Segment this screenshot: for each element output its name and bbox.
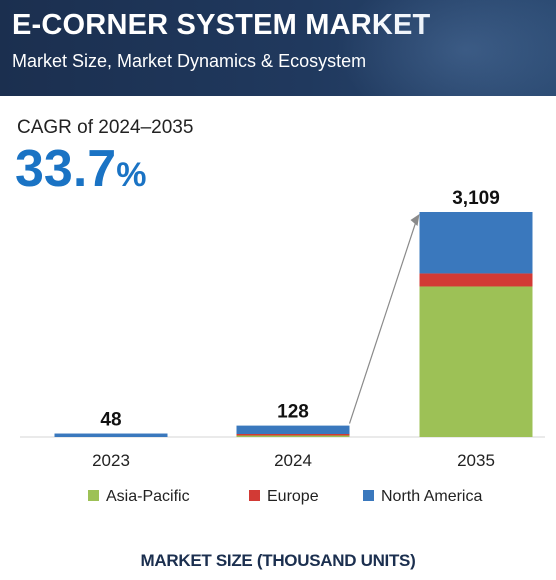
bar-segment-2023-2 — [54, 433, 168, 437]
cagr-value: 33.7% — [15, 139, 146, 205]
x-tick-label-2024: 2024 — [274, 451, 312, 470]
chart-legend: Asia-Pacific Europe North America — [0, 488, 556, 512]
bar-segment-2035-0 — [419, 286, 533, 437]
bar-segment-2024-1 — [236, 434, 350, 436]
market-size-chart: 48 2023 128 2024 3,109 2035 — [20, 188, 545, 470]
x-tick-label-2035: 2035 — [457, 451, 495, 470]
legend-swatch — [88, 490, 99, 501]
legend-item-asia-pacific: Asia-Pacific — [88, 488, 190, 506]
total-label-2024: 128 — [277, 402, 309, 423]
legend-item-europe: Europe — [249, 488, 319, 506]
legend-swatch — [363, 490, 374, 501]
growth-arrow-line — [348, 219, 418, 424]
legend-item-north-america: North America — [363, 488, 482, 506]
total-label-2035: 3,109 — [452, 188, 500, 209]
chart-caption: MARKET SIZE (THOUSAND UNITS) — [140, 551, 416, 570]
cagr-label: CAGR of 2024–2035 — [17, 117, 194, 138]
header-banner: E-CORNER SYSTEM MARKET Market Size, Mark… — [0, 0, 556, 96]
growth-arrow-head — [410, 214, 420, 226]
bar-segment-2035-1 — [419, 273, 533, 287]
page-title: E-CORNER SYSTEM MARKET — [12, 9, 431, 41]
bar-segment-2035-2 — [419, 212, 533, 274]
x-tick-label-2023: 2023 — [92, 451, 130, 470]
legend-label: Europe — [267, 488, 319, 505]
total-label-2023: 48 — [100, 410, 121, 431]
legend-swatch — [249, 490, 260, 501]
legend-label: Asia-Pacific — [106, 488, 190, 505]
cagr-unit: % — [116, 156, 147, 194]
bar-segment-2024-0 — [236, 435, 350, 437]
legend-label: North America — [381, 488, 483, 505]
page-subtitle: Market Size, Market Dynamics & Ecosystem — [12, 51, 367, 71]
cagr-number: 33.7 — [15, 140, 117, 198]
bar-segment-2024-2 — [236, 425, 350, 434]
